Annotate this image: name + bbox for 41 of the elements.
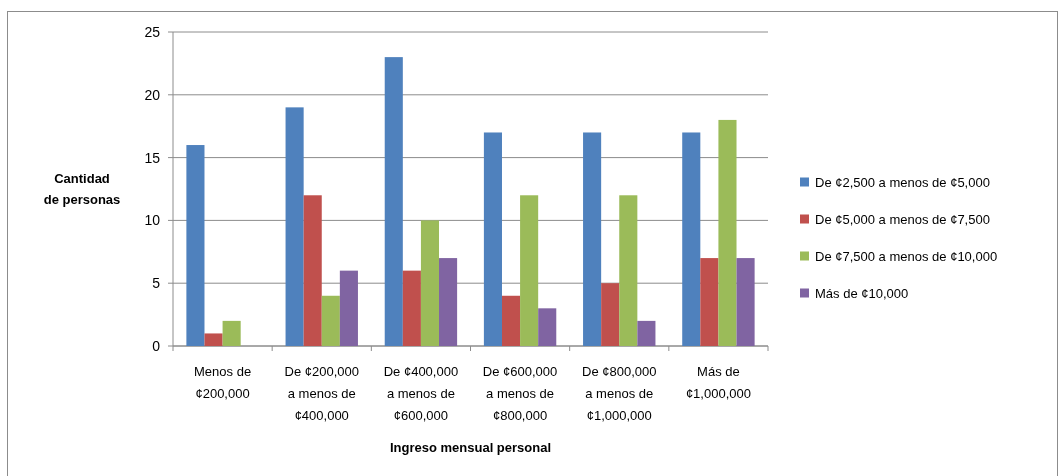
bar — [483, 132, 502, 346]
x-tick-label: De ¢800,000 a menos de ¢1,000,000 — [582, 363, 657, 423]
bar — [583, 132, 602, 346]
bar — [222, 320, 241, 346]
y-tick-label: 0 — [152, 337, 161, 354]
legend-label: De ¢5,000 a menos de ¢7,500 — [815, 212, 990, 228]
bar — [384, 57, 403, 346]
bar — [700, 258, 719, 346]
bar — [303, 195, 322, 346]
x-tick-label: De ¢200,000 a menos de ¢400,000 — [284, 363, 359, 423]
bar — [439, 258, 458, 346]
y-tick-label: 15 — [144, 149, 161, 166]
bar — [601, 283, 620, 346]
y-tick-label: 20 — [144, 86, 161, 103]
bar — [520, 195, 539, 346]
x-tick-label: De ¢400,000 a menos de ¢600,000 — [383, 363, 459, 423]
y-axis-title: Cantidad de personas — [43, 170, 121, 207]
x-tick-label: De ¢600,000 a menos de ¢800,000 — [482, 363, 558, 423]
x-tick-label: Más de ¢1,000,000 — [685, 363, 751, 401]
bar — [204, 333, 223, 346]
bar — [321, 295, 340, 346]
bar — [402, 270, 421, 346]
legend-label: De ¢7,500 a menos de ¢10,000 — [815, 249, 998, 265]
bar — [682, 132, 701, 346]
bar — [186, 145, 205, 346]
bar — [501, 295, 521, 346]
bar — [420, 220, 440, 346]
y-tick-label: 5 — [152, 275, 161, 292]
x-tick-label: Menos de ¢200,000 — [194, 363, 252, 401]
bar — [538, 308, 557, 346]
x-axis-title: Ingreso mensual personal — [389, 439, 552, 455]
y-tick-label: 10 — [144, 212, 161, 229]
bar — [637, 320, 656, 346]
legend-label: De ¢2,500 a menos de ¢5,000 — [815, 175, 990, 191]
bar — [619, 195, 638, 346]
bar — [736, 258, 755, 346]
bar — [339, 270, 358, 346]
legend-label: Más de ¢10,000 — [815, 286, 909, 302]
bar — [718, 119, 737, 346]
bar — [285, 107, 304, 346]
y-tick-label: 25 — [144, 23, 161, 40]
